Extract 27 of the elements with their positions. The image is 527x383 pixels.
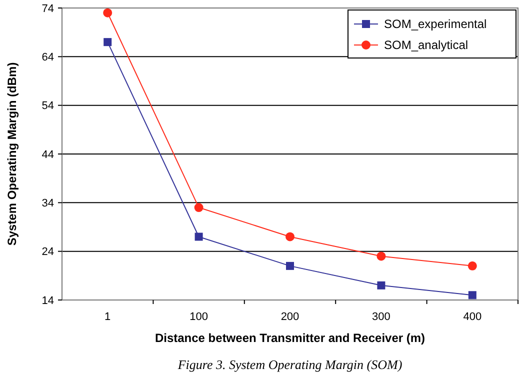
point [468, 291, 476, 300]
x-axis-title: Distance between Transmitter and Receiver (m) [154, 331, 426, 345]
y-tick-label: 74 [42, 2, 54, 15]
legend-label: SOM_analytical [384, 38, 468, 52]
point [194, 232, 203, 241]
point [286, 232, 294, 242]
y-axis-title: System Operating Margin (dBm) [5, 62, 19, 246]
x-tick-label: 1 [104, 311, 111, 323]
x-tick-label: 400 [463, 311, 482, 323]
legend-label: SOM_experimental [384, 17, 487, 32]
point [377, 281, 386, 290]
x-tick-label: 200 [280, 311, 300, 323]
point [194, 203, 204, 212]
point [103, 8, 112, 18]
point [468, 261, 477, 270]
y-tick-label: 14 [42, 294, 54, 307]
x-tick-label: 300 [372, 311, 390, 323]
y-tick-label: 24 [42, 246, 54, 258]
caption: Figure 3. System Operating Margin (SOM) [176, 357, 402, 372]
point [104, 38, 112, 46]
y-tick-label: 44 [42, 148, 54, 161]
y-tick-label: 64 [42, 52, 54, 64]
y-tick-label: 34 [42, 198, 54, 210]
x-tick-label: 100 [190, 311, 208, 323]
point [286, 262, 294, 270]
y-tick-label: 54 [42, 100, 54, 112]
point [376, 252, 386, 261]
